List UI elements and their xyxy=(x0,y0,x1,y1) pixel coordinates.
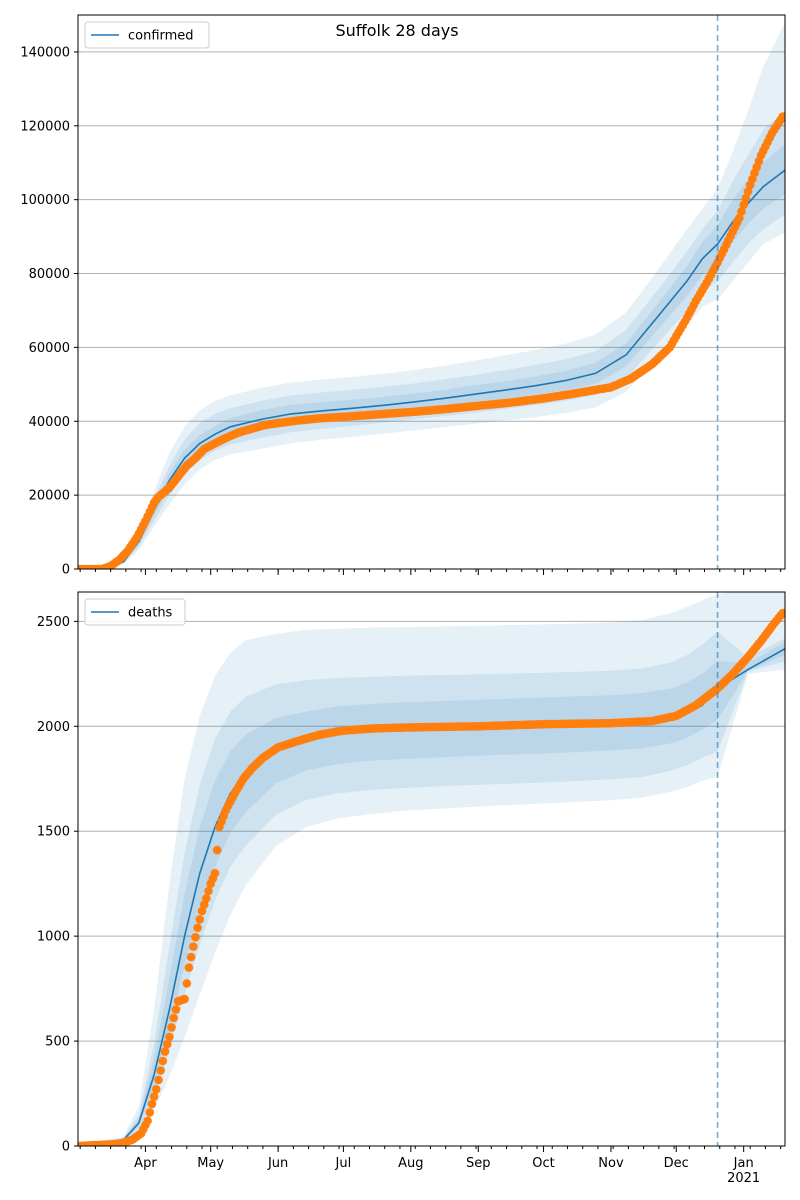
observed-point xyxy=(167,1023,176,1032)
y-tick-label: 0 xyxy=(62,563,70,578)
y-tick-label: 500 xyxy=(45,1035,70,1050)
y-tick-label: 80000 xyxy=(29,267,70,282)
uncertainty-band-2 xyxy=(78,111,785,569)
x-tick-label: Dec xyxy=(664,1156,689,1171)
observed-point xyxy=(147,1099,157,1109)
x-tick-label: Aug xyxy=(398,1156,423,1171)
observed-point xyxy=(737,207,746,216)
legend-box xyxy=(84,598,186,626)
confirmed-panel: 0 20000 40000 60000 80000 100000 120000 140000 c… xyxy=(20,14,786,578)
observed-point xyxy=(182,979,192,988)
observed-point xyxy=(189,942,198,951)
observed-point xyxy=(154,1075,163,1085)
observed-point xyxy=(193,923,202,933)
x-year-label: 2021 xyxy=(727,1171,760,1186)
observed-point xyxy=(778,608,785,618)
observed-point xyxy=(195,915,205,924)
legend: deaths xyxy=(84,598,186,626)
y-tick-label: 40000 xyxy=(29,415,70,430)
observed-point xyxy=(739,200,748,210)
uncertainty-band-3 xyxy=(78,144,785,569)
observed-point xyxy=(171,1005,181,1014)
axes-frame xyxy=(77,591,786,1147)
model-line xyxy=(78,169,785,569)
uncertainty-band-1 xyxy=(78,592,785,1146)
uncertainty-band-1 xyxy=(78,22,785,569)
observed-point xyxy=(184,963,194,972)
y-tick-label: 1000 xyxy=(37,930,70,945)
deaths-panel: 0 500 1000 1500 2000 2500 Apr May Jun Jul Aug Sep Oc… xyxy=(37,591,786,1186)
plot-area xyxy=(78,22,785,569)
observed-points xyxy=(78,112,785,569)
x-tick-label: Jun xyxy=(267,1156,288,1171)
observed-point xyxy=(191,932,200,942)
observed-point xyxy=(180,994,189,1004)
observed-point xyxy=(741,193,751,203)
y-tick-label: 60000 xyxy=(29,341,70,356)
y-tick-label: 100000 xyxy=(20,193,70,208)
observed-point xyxy=(186,952,196,962)
observed-point xyxy=(158,1056,168,1066)
observed-point xyxy=(169,1013,178,1023)
x-tick-label: Sep xyxy=(466,1156,491,1171)
observed-point xyxy=(162,1039,172,1049)
observed-point xyxy=(743,187,753,196)
x-tick-label: Jul xyxy=(335,1156,352,1171)
observed-point xyxy=(165,1032,174,1042)
y-tick-label: 2000 xyxy=(37,720,70,735)
observed-point xyxy=(202,894,211,903)
x-tick-label: Oct xyxy=(532,1156,554,1171)
observed-point xyxy=(152,1085,161,1094)
observed-point xyxy=(145,1108,155,1117)
x-tick-label: Nov xyxy=(598,1156,624,1171)
y-tick-label: 2500 xyxy=(37,615,70,630)
legend: confirmed xyxy=(84,21,210,49)
observed-point xyxy=(156,1066,165,1075)
legend-label: deaths xyxy=(128,606,173,621)
observed-point xyxy=(212,845,222,855)
axes-frame xyxy=(77,14,786,570)
y-tick-label: 1500 xyxy=(37,825,70,840)
observed-point xyxy=(778,112,785,121)
y-tick-label: 120000 xyxy=(20,119,70,134)
legend-box xyxy=(84,21,210,49)
plot-area xyxy=(78,592,785,1146)
x-tick-label: Apr xyxy=(134,1156,157,1171)
observed-point xyxy=(143,1116,152,1126)
y-tick-label: 140000 xyxy=(20,45,70,60)
observed-point xyxy=(735,213,744,223)
legend-label: confirmed xyxy=(128,29,194,44)
observed-point xyxy=(204,886,213,896)
x-tick-label: Jan xyxy=(733,1156,754,1171)
x-tick-label: May xyxy=(197,1156,224,1171)
observed-point xyxy=(160,1047,170,1056)
observed-point xyxy=(149,1092,159,1101)
observed-point xyxy=(210,868,220,878)
chart-title: Suffolk 28 days xyxy=(335,21,458,40)
y-tick-label: 20000 xyxy=(29,489,70,504)
observed-points xyxy=(78,608,785,1146)
y-tick-label: 0 xyxy=(62,1140,70,1155)
